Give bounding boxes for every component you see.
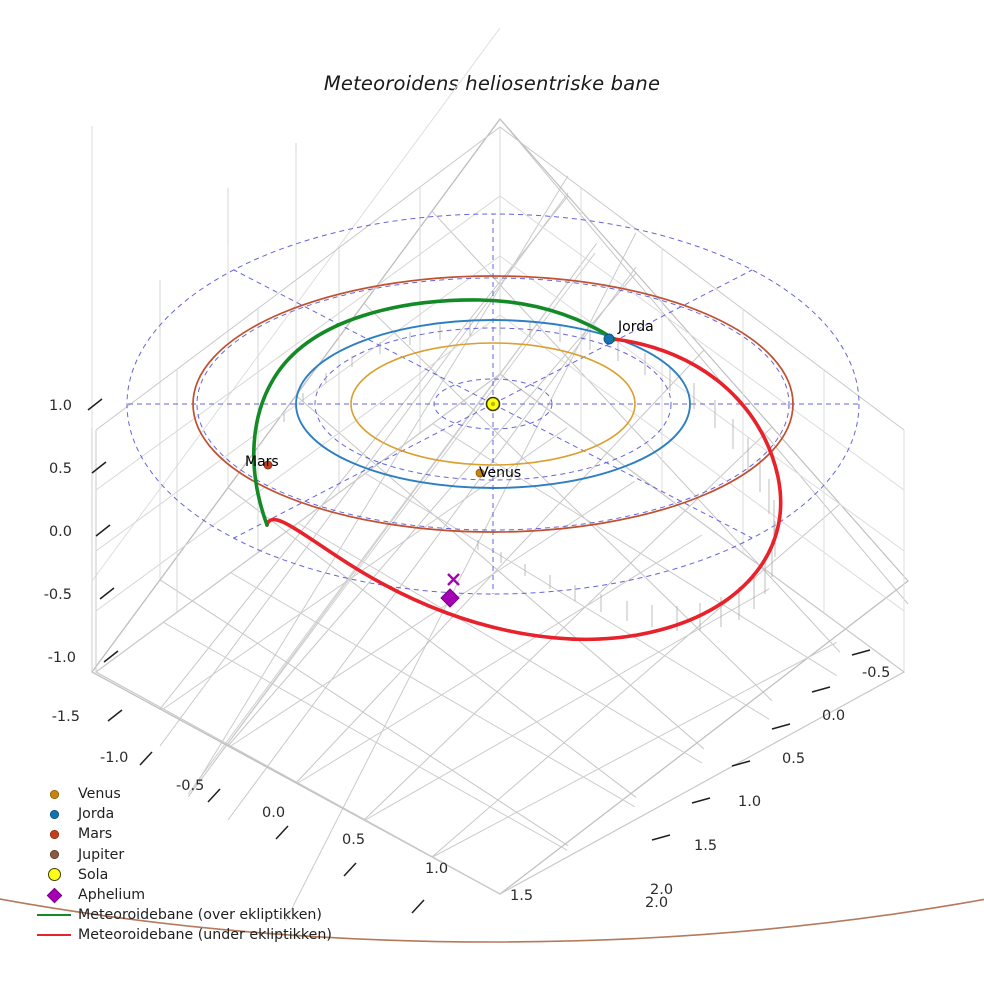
jorda-label: Jorda: [618, 319, 654, 335]
legend: Venus Jorda Mars Jupiter Sola: [30, 784, 332, 946]
sun-marker-icon: [30, 868, 78, 882]
line-swatch-green-icon: [30, 914, 78, 917]
meteoroid-above: [252, 298, 616, 527]
legend-label-aphelium: Aphelium: [78, 887, 146, 904]
x-tick-1: 0.5: [48, 461, 72, 477]
ecliptic-polar-grid: [126, 213, 860, 595]
jorda-orbit: [295, 319, 691, 489]
legend-item-jupiter[interactable]: Jupiter: [30, 845, 320, 865]
venus-marker-icon: [30, 789, 78, 799]
mars-marker: [263, 460, 273, 470]
y-tick-5: 1.5: [510, 888, 534, 904]
legend-label-meteoroid-below: Meteoroidebane (under ekliptikken): [78, 927, 332, 944]
aphelium-marker: [440, 588, 460, 608]
jorda-marker: [603, 333, 615, 345]
y-tick-1: -0.5: [176, 778, 205, 794]
y-tick-0: -1.0: [100, 750, 129, 766]
venus-orbit: [350, 342, 636, 466]
y-tick-3: 0.5: [342, 832, 366, 848]
droplines: [283, 320, 776, 631]
legend-label-jorda: Jorda: [78, 806, 115, 823]
diamond-marker-icon: [30, 887, 78, 903]
grid-box: [91, 118, 905, 673]
line-swatch-red-icon: [30, 934, 78, 937]
body-markers: [263, 333, 615, 608]
mars-orbit: [192, 275, 794, 533]
z-tick-5: 2.0: [650, 882, 674, 898]
x-tick-5: -1.5: [51, 709, 80, 725]
legend-label-sola: Sola: [78, 866, 109, 883]
sola-core: [490, 401, 496, 407]
y-tick-4: 1.0: [425, 861, 449, 877]
legend-label-mars: Mars: [78, 826, 113, 843]
legend-label-meteoroid-above: Meteoroidebane (over ekliptikken): [78, 907, 322, 924]
legend-item-meteoroid-above[interactable]: Meteoroidebane (over ekliptikken): [30, 905, 322, 925]
jorda-marker-icon: [30, 809, 78, 819]
mars-marker-icon: [30, 829, 78, 839]
z-tick-2: 0.5: [782, 751, 806, 767]
y-tick-2: 0.0: [262, 805, 286, 821]
meteoroid-below: [265, 337, 783, 642]
z-tick-1: 0.0: [822, 708, 846, 724]
x-tick-3: -0.5: [43, 587, 72, 603]
legend-label-jupiter: Jupiter: [78, 846, 125, 863]
z-tick-4: 1.5: [694, 838, 718, 854]
legend-item-venus[interactable]: Venus: [30, 784, 320, 804]
y-tick-6: 2.0: [645, 895, 669, 911]
pane-left-lines: [91, 151, 297, 673]
page-title: Meteoroidens heliosentriske bane: [323, 72, 661, 95]
floor-plane-grid: [94, 373, 906, 895]
legend-item-sola[interactable]: Sola: [30, 865, 320, 885]
jupiter-orbit-ellipse: [0, 898, 984, 943]
z-tick-0: -0.5: [862, 665, 891, 681]
venus-label: Venus: [479, 465, 522, 481]
mars-label: Mars: [245, 454, 279, 470]
venus-marker: [475, 468, 485, 478]
meteoroid-orbit: [252, 298, 783, 642]
x-tick-2: 0.0: [48, 524, 72, 540]
axis-ticks: [87, 398, 871, 914]
legend-item-aphelium[interactable]: Aphelium: [30, 885, 320, 905]
legend-item-jorda[interactable]: Jorda: [30, 804, 320, 824]
x-tick-4: -1.0: [47, 650, 76, 666]
z-tick-3: 1.0: [738, 794, 762, 810]
x-tick-0: 1.0: [48, 398, 72, 414]
aphelium-projection-icon: [447, 573, 460, 586]
legend-item-mars[interactable]: Mars: [30, 824, 320, 844]
legend-label-venus: Venus: [78, 786, 121, 803]
planet-orbits: [0, 275, 984, 943]
jupiter-marker-icon: [30, 850, 78, 860]
legend-item-meteoroid-below[interactable]: Meteoroidebane (under ekliptikken): [30, 925, 332, 945]
